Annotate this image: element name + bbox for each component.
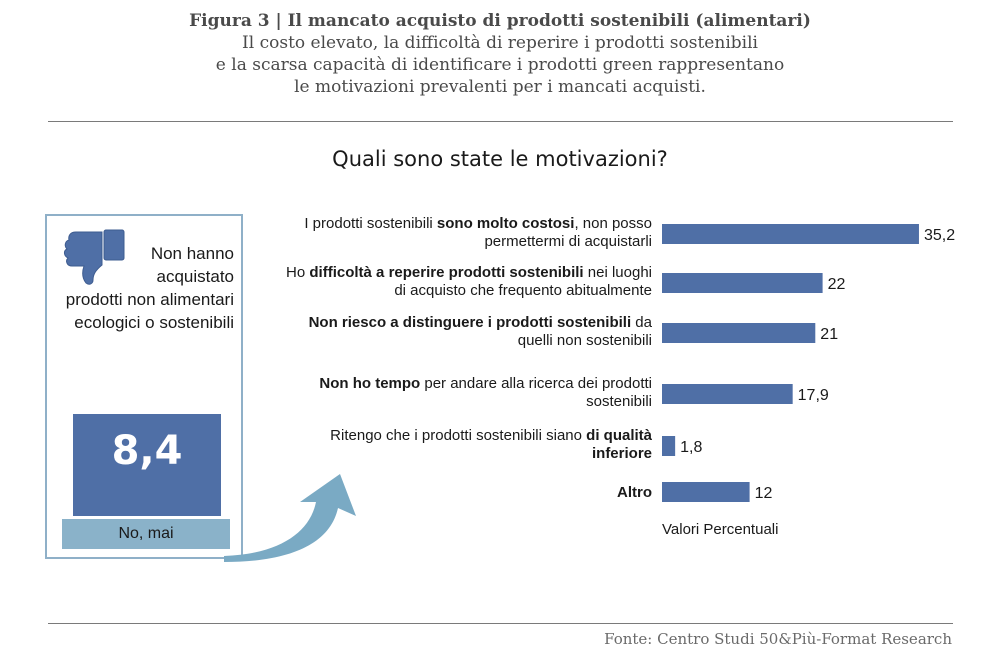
thumbs-down-icon [62,228,126,291]
figure-subtitle-line: le motivazioni prevalenti per i mancati … [294,77,706,97]
bar-value-label: 1,8 [680,439,702,456]
category-label: di acquisto che frequento abitualmente [394,282,652,299]
curved-arrow-icon [200,472,360,569]
bar [662,482,750,502]
caption-line: prodotti non alimentari [65,290,234,309]
category-label: inferiore [592,445,652,462]
never-label: No, mai [62,519,230,549]
bar [662,224,919,244]
bar-value-label: 35,2 [924,227,955,244]
bar [662,323,816,343]
caption-line: Non hanno [150,244,234,263]
source-note: Fonte: Centro Studi 50&Più-Format Resear… [604,630,952,648]
figure-subtitle-line: e la scarsa capacità di identificare i p… [215,55,785,75]
category-label: I prodotti sostenibili sono molto costos… [304,215,652,232]
category-label: Non riesco a distinguere i prodotti sost… [309,314,653,331]
category-label: permettermi di acquistarli [484,233,652,250]
category-label: Ho difficoltà a reperire prodotti sosten… [286,264,652,281]
figure-subtitle-line: Il costo elevato, la difficoltà di reper… [242,33,758,53]
bar [662,384,793,404]
figure-title: Figura 3 | Il mancato acquisto di prodot… [189,11,811,31]
bottom-divider [48,623,953,624]
bar-value-label: 21 [820,326,838,343]
category-label: Non ho tempo per andare alla ricerca dei… [319,375,652,392]
category-label: quelli non sostenibili [518,332,652,349]
never-value: 8,4 [111,428,183,474]
top-divider [48,121,953,122]
figure-header: Figura 3 | Il mancato acquisto di prodot… [0,10,1000,98]
bar-value-label: 22 [828,276,846,293]
bar-value-label: 17,9 [798,387,829,404]
left-panel-caption: Non hanno acquistato prodotti non alimen… [58,242,234,334]
caption-line: acquistato [156,267,235,286]
caption-line: ecologici o sostenibili [74,313,234,332]
bar [662,273,823,293]
never-value-box [73,414,221,516]
category-label: Ritengo che i prodotti sostenibili siano… [330,427,652,444]
bar-value-label: 12 [755,485,773,502]
chart-question: Quali sono state le motivazioni? [332,147,668,171]
left-panel-frame [45,214,243,559]
x-axis-label: Valori Percentuali [662,521,778,538]
category-label: Altro [617,484,652,501]
category-label: sostenibili [586,393,652,410]
bar [662,436,676,456]
